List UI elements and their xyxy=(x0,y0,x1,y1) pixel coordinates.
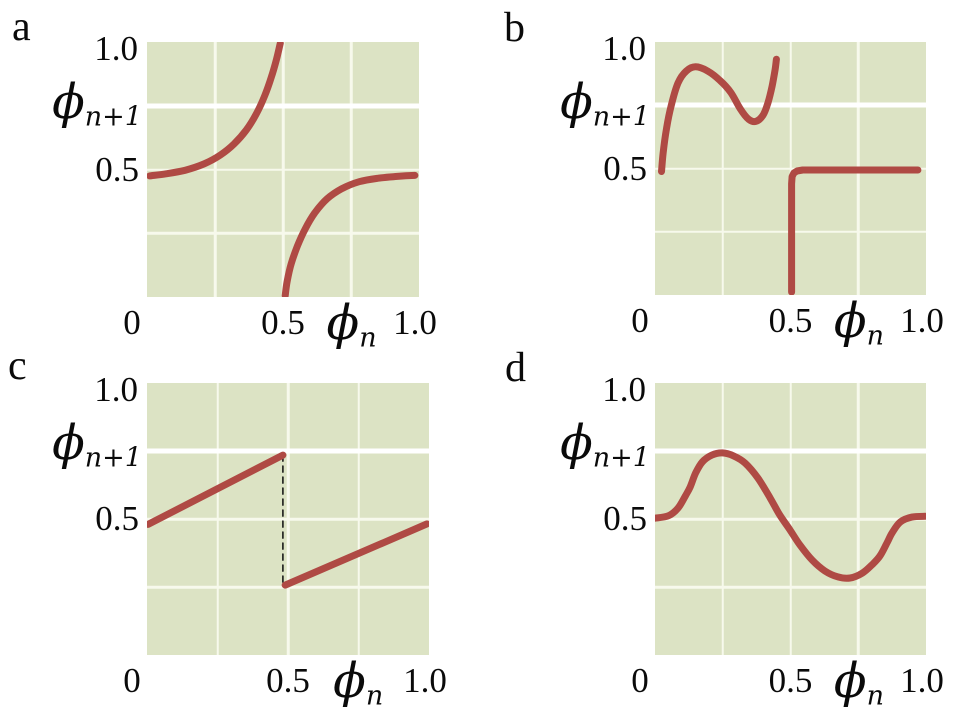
x-tick-max: 1.0 xyxy=(393,303,437,342)
gridline-horizontal xyxy=(655,517,926,521)
phi-symbol: ϕ xyxy=(52,415,85,471)
y-title-subscript: n+1 xyxy=(592,101,650,133)
series-smooth-wave xyxy=(655,449,926,582)
phi-symbol: ϕ xyxy=(560,74,593,130)
y-tick-max: 1.0 xyxy=(94,370,138,409)
x-title-subscript: n xyxy=(866,320,884,352)
x-tick-zero: 0 xyxy=(123,303,141,342)
x-tick-mid: 0.5 xyxy=(266,661,310,700)
x-tick-max: 1.0 xyxy=(900,661,944,700)
gridline-horizontal xyxy=(147,168,419,171)
y-tick-max: 1.0 xyxy=(602,370,646,409)
y-title-subscript: n+1 xyxy=(84,101,142,133)
series-right-branch xyxy=(281,171,419,297)
x-axis-title: ϕn xyxy=(333,657,383,721)
gridline-horizontal xyxy=(147,103,419,109)
x-tick-mid: 0.5 xyxy=(768,661,813,700)
x-axis-title: ϕn xyxy=(834,657,884,721)
y-tick-max: 1.0 xyxy=(94,29,138,68)
plot-area xyxy=(147,383,429,655)
phi-symbol: ϕ xyxy=(833,653,867,709)
x-axis-title: ϕn xyxy=(834,297,884,361)
phi-symbol: ϕ xyxy=(560,415,593,471)
phi-symbol: ϕ xyxy=(333,653,366,709)
gridline-horizontal xyxy=(655,167,926,170)
series-right-segment xyxy=(281,520,429,589)
gridline-horizontal xyxy=(147,448,429,454)
gridline-horizontal xyxy=(655,448,926,454)
gridline-horizontal xyxy=(655,585,926,589)
x-tick-mid: 0.5 xyxy=(261,303,305,342)
gridline-horizontal xyxy=(655,102,926,108)
phi-symbol: ϕ xyxy=(833,293,867,349)
plot-area xyxy=(655,42,926,295)
y-tick-mid: 0.5 xyxy=(603,148,647,188)
curves-svg-b xyxy=(658,55,922,295)
y-title-subscript: n+1 xyxy=(592,442,650,474)
y-axis-title: ϕn+1 xyxy=(560,419,650,483)
panel-d: 1.0 ϕn+1 0.5 0 0.5 ϕn 1.0 xyxy=(560,372,944,712)
x-tick-zero: 0 xyxy=(123,661,141,700)
curves-svg-a xyxy=(147,42,419,297)
y-tick-mid: 0.5 xyxy=(95,499,139,538)
x-tick-zero: 0 xyxy=(631,661,649,700)
x-title-subscript: n xyxy=(365,680,384,712)
y-tick-max: 1.0 xyxy=(602,29,646,68)
y-tick-mid: 0.5 xyxy=(603,499,647,538)
y-tick-mid: 0.5 xyxy=(95,149,139,189)
curves-svg-c xyxy=(147,451,429,589)
x-tick-mid: 0.5 xyxy=(768,301,813,340)
plot-area xyxy=(147,42,419,297)
panel-letter-c: c xyxy=(8,343,27,389)
gridline-horizontal xyxy=(147,232,419,235)
series-left-branch xyxy=(147,42,284,180)
x-axis-title: ϕn xyxy=(327,299,377,363)
phi-symbol: ϕ xyxy=(52,74,85,130)
y-axis-title: ϕn+1 xyxy=(52,78,142,142)
x-title-subscript: n xyxy=(866,680,884,712)
phi-symbol: ϕ xyxy=(326,295,360,351)
plot-area xyxy=(655,383,926,655)
y-axis-title: ϕn+1 xyxy=(560,78,650,142)
panel-a: 1.0 ϕn+1 0.5 0 0.5 ϕn 1.0 xyxy=(52,31,437,354)
panel-b: 1.0 ϕn+1 0.5 0 0.5 ϕn 1.0 xyxy=(560,31,944,352)
series-step-branch xyxy=(788,166,922,295)
panel-letter-d: d xyxy=(505,345,526,391)
series-wiggle-branch xyxy=(658,55,780,175)
curves-svg-d xyxy=(655,449,926,582)
gridline-horizontal xyxy=(147,517,429,521)
x-title-subscript: n xyxy=(359,322,377,354)
panel-letter-a: a xyxy=(12,4,31,50)
y-title-subscript: n+1 xyxy=(84,442,142,474)
panel-c: 1.0 ϕn+1 0.5 0 0.5 ϕn 1.0 xyxy=(52,372,447,712)
x-tick-max: 1.0 xyxy=(900,301,944,340)
series-left-segment xyxy=(147,451,287,528)
panel-letter-b: b xyxy=(504,5,525,51)
x-tick-max: 1.0 xyxy=(403,661,447,700)
y-axis-title: ϕn+1 xyxy=(52,419,142,483)
x-tick-zero: 0 xyxy=(631,301,649,340)
